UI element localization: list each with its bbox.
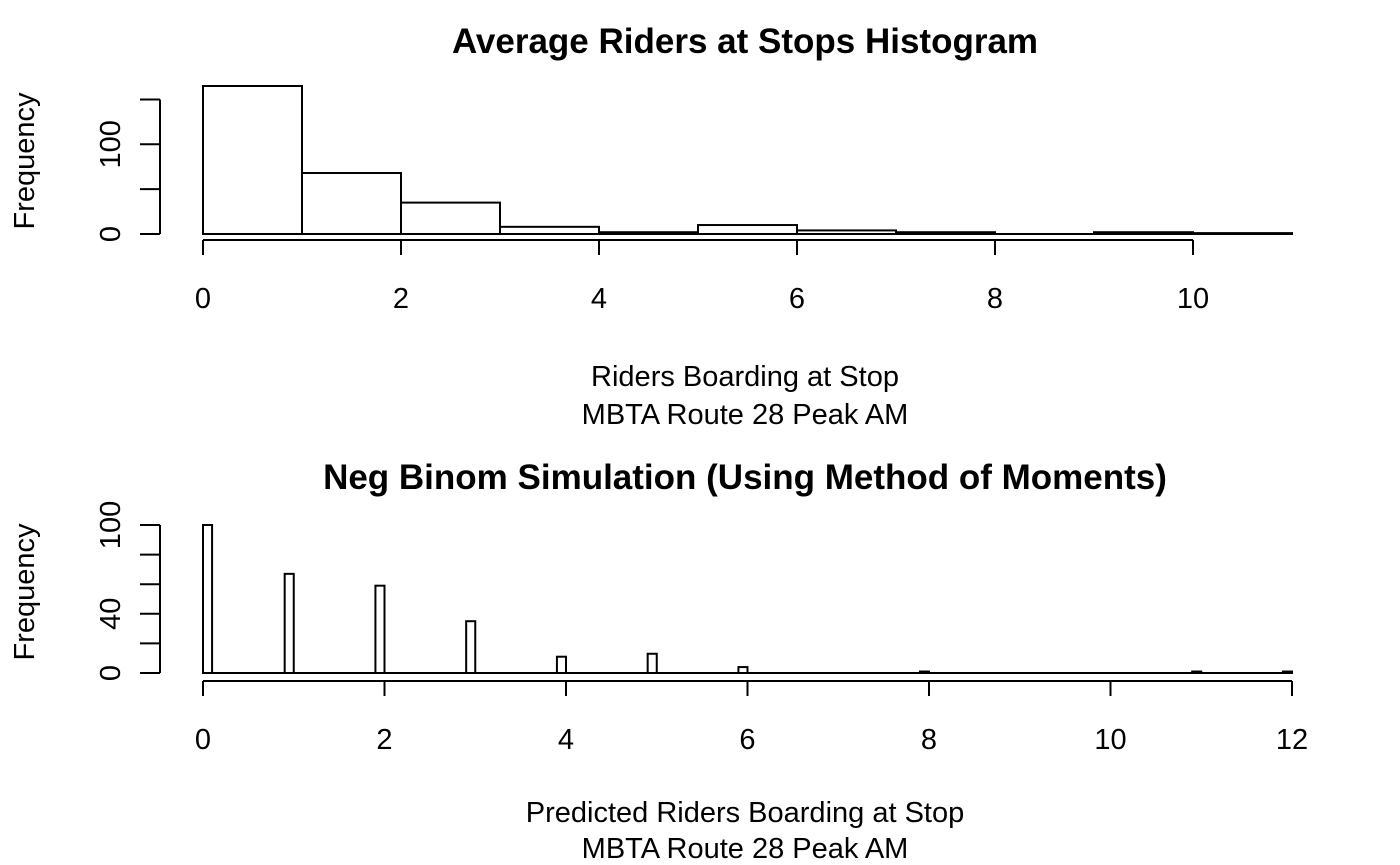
chart-title: Neg Binom Simulation (Using Method of Mo… — [323, 458, 1167, 497]
chart-title: Average Riders at Stops Histogram — [452, 22, 1038, 61]
histogram-bar — [796, 229, 897, 236]
y-axis-label: Frequency — [9, 523, 41, 661]
histogram-bar — [202, 524, 214, 674]
x-axis: 0 2 4 6 8 10 12 — [195, 680, 1308, 756]
bars — [202, 85, 1293, 236]
histogram-panel-simulated: Neg Binom Simulation (Using Method of Mo… — [9, 458, 1308, 865]
histogram-bar — [1192, 232, 1293, 235]
y-tick-label: 40 — [95, 598, 127, 630]
histogram-bar — [202, 85, 303, 235]
histogram-bar — [283, 572, 295, 675]
histogram-bar — [1191, 670, 1203, 675]
x-tick-label: 2 — [376, 724, 392, 756]
x-tick-label: 4 — [591, 283, 607, 315]
histogram-bar — [918, 670, 930, 675]
x-tick-label: 12 — [1276, 724, 1308, 756]
histogram-bar — [301, 172, 402, 235]
y-tick-label: 0 — [95, 665, 127, 681]
y-axis: 0 100 — [95, 98, 161, 242]
y-axis: 0 40 100 — [95, 501, 161, 681]
histogram-bar — [646, 652, 658, 675]
y-tick-label: 100 — [95, 501, 127, 549]
x-tick-label: 8 — [987, 283, 1003, 315]
x-axis: 0 2 4 6 8 10 — [195, 239, 1209, 315]
x-axis-label-line1: Riders Boarding at Stop — [591, 361, 899, 393]
histogram-bar — [499, 225, 600, 236]
histogram-bar — [555, 655, 567, 674]
x-axis-label-line2: MBTA Route 28 Peak AM — [582, 399, 909, 431]
x-tick-label: 0 — [195, 283, 211, 315]
x-axis-label-line1: Predicted Riders Boarding at Stop — [526, 797, 964, 829]
x-tick-label: 10 — [1177, 283, 1209, 315]
histogram-bar — [1093, 231, 1194, 235]
x-tick-label: 6 — [739, 724, 755, 756]
x-tick-label: 8 — [921, 724, 937, 756]
x-tick-label: 10 — [1094, 724, 1126, 756]
x-tick-label: 0 — [195, 724, 211, 756]
histogram-bar — [1281, 670, 1294, 675]
histogram-bar — [895, 231, 996, 235]
histogram-panel-observed: Average Riders at Stops Histogram Freque… — [9, 22, 1293, 431]
x-tick-label: 6 — [789, 283, 805, 315]
bars — [202, 524, 1294, 675]
x-tick-label: 4 — [558, 724, 574, 756]
y-tick-label: 100 — [95, 120, 127, 168]
histogram-bar — [737, 666, 749, 675]
y-tick-label: 0 — [95, 226, 127, 242]
histogram-bar — [697, 224, 798, 236]
histogram-bar — [598, 231, 699, 235]
histogram-bar — [374, 584, 386, 674]
histogram-bar — [400, 201, 501, 236]
histogram-bar — [465, 620, 477, 675]
y-axis-label: Frequency — [9, 92, 41, 230]
x-axis-label-line2: MBTA Route 28 Peak AM — [582, 833, 909, 865]
x-tick-label: 2 — [393, 283, 409, 315]
